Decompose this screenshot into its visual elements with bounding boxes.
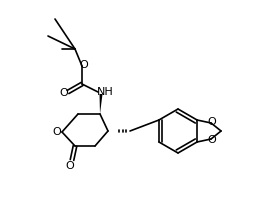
Text: NH: NH [97, 87, 113, 97]
Text: O: O [80, 60, 88, 70]
Text: O: O [66, 161, 74, 171]
Text: O: O [208, 117, 216, 127]
Text: O: O [208, 135, 216, 145]
Polygon shape [100, 94, 102, 114]
Text: O: O [60, 88, 68, 98]
Text: O: O [53, 127, 61, 137]
